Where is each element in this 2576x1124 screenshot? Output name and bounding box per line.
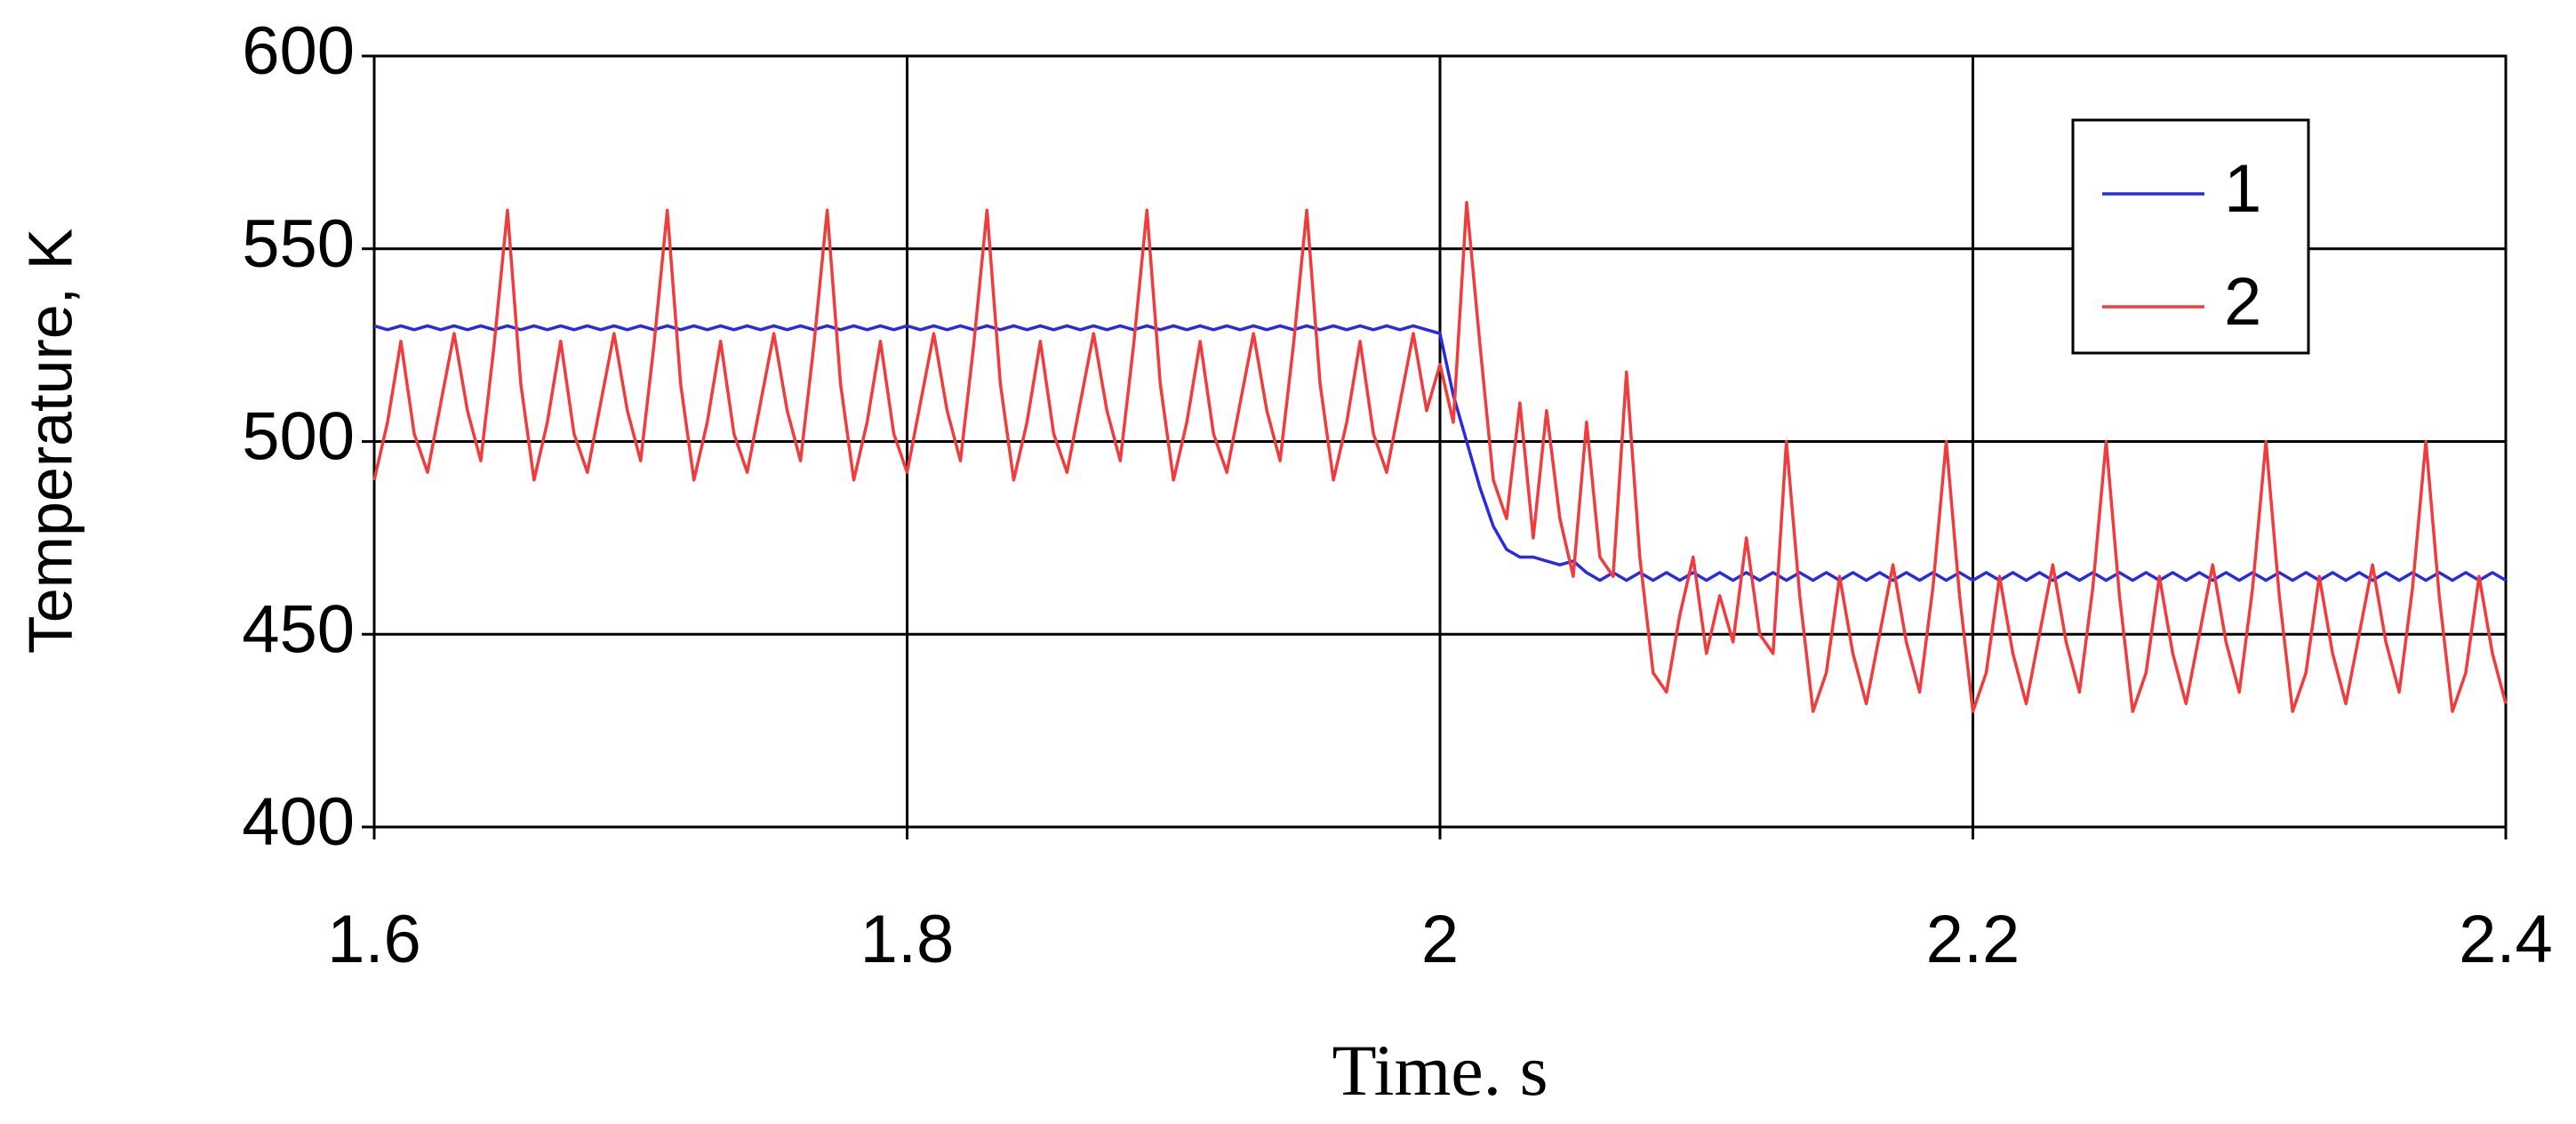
legend-label: 2 [2224, 264, 2261, 340]
legend-box [2071, 118, 2310, 355]
plot-frame [372, 54, 2508, 829]
y-tick-label: 450 [242, 591, 355, 667]
x-tick-label: 2 [1421, 902, 1459, 977]
x-tick-label: 1.8 [860, 902, 955, 977]
y-tick-label: 500 [242, 399, 355, 475]
x-tick-label: 1.6 [327, 902, 421, 977]
legend: 12 [2071, 118, 2310, 355]
legend-label: 1 [2224, 151, 2261, 227]
y-tick-label: 600 [242, 13, 355, 89]
y-tick-label: 400 [242, 784, 355, 860]
x-tick-label: 2.2 [1926, 902, 2020, 977]
x-tick-label: 2.4 [2459, 902, 2553, 977]
y-axis-label: Temperature, K [15, 229, 84, 654]
x-axis-label: Time. s [1332, 1030, 1548, 1111]
series-line [373, 324, 2507, 582]
y-tick-label: 550 [242, 206, 355, 282]
series-line [372, 200, 2508, 713]
